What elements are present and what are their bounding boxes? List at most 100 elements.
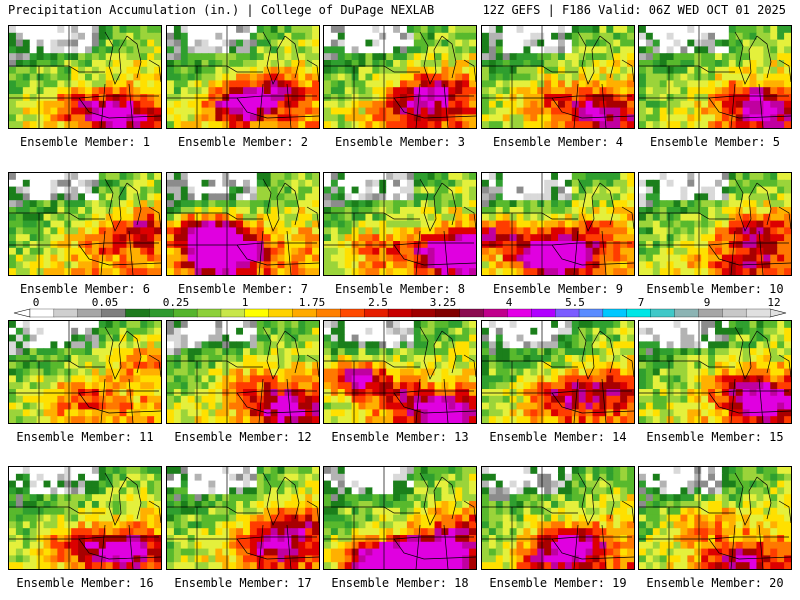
precip-cell: [701, 327, 709, 336]
precip-cell: [344, 213, 353, 222]
precip-cell: [530, 327, 538, 336]
precip-cell: [133, 409, 141, 417]
precip-cell: [516, 73, 525, 81]
precip-cell: [365, 107, 373, 115]
precip-cell: [236, 254, 244, 262]
precip-cell: [85, 348, 93, 356]
precip-cell: [229, 73, 237, 81]
precip-cell: [462, 66, 470, 75]
precip-cell: [270, 121, 279, 128]
precip-cell: [91, 382, 100, 390]
ensemble-map-panel: [638, 25, 792, 129]
precip-cell: [180, 247, 189, 256]
precip-cell: [413, 179, 422, 188]
precip-cell: [57, 200, 65, 208]
precip-cell: [15, 80, 24, 88]
precip-cell: [427, 66, 436, 75]
precip-cell: [455, 227, 463, 235]
precip-cell: [455, 395, 463, 404]
precip-cell: [516, 121, 525, 128]
precip-cell: [98, 227, 107, 235]
precip-cell: [434, 382, 443, 390]
precip-cell: [715, 46, 723, 54]
precip-cell: [9, 39, 17, 47]
precip-cell: [523, 395, 531, 404]
precip-cell: [22, 348, 31, 356]
precip-cell: [537, 321, 545, 329]
precip-cell: [427, 409, 436, 417]
precip-cell: [687, 80, 695, 88]
precip-cell: [784, 348, 791, 356]
precip-cell: [91, 234, 100, 242]
precip-cell: [154, 26, 161, 34]
precip-cell: [735, 39, 744, 47]
precip-cell: [291, 334, 299, 342]
precip-cell: [330, 321, 339, 329]
precip-cell: [749, 73, 758, 81]
precip-cell: [9, 32, 17, 41]
precip-cell: [462, 80, 470, 88]
precip-cell: [585, 261, 594, 269]
precip-cell: [140, 348, 148, 356]
precip-cell: [222, 395, 230, 404]
precip-cell: [448, 173, 456, 181]
precip-cell: [9, 179, 17, 188]
precip-cell: [36, 327, 45, 336]
precip-cell: [133, 80, 141, 88]
precip-cell: [537, 186, 545, 194]
precip-cell: [652, 186, 661, 194]
precip-cell: [488, 268, 497, 275]
precip-cell: [620, 389, 628, 397]
precip-cell: [365, 87, 373, 95]
precip-cell: [119, 402, 128, 410]
precip-cell: [119, 179, 128, 188]
precip-cell: [599, 87, 607, 95]
precip-cell: [777, 32, 785, 41]
precip-cell: [379, 268, 387, 275]
precip-cell: [36, 32, 45, 41]
precip-cell: [256, 173, 265, 181]
precip-cell: [344, 361, 353, 370]
precip-cell: [735, 66, 744, 75]
precip-cell: [406, 220, 415, 228]
precip-cell: [523, 327, 531, 336]
precip-cell: [98, 173, 107, 181]
precip-cell: [386, 60, 394, 68]
precip-cell: [784, 80, 791, 88]
precip-cell: [516, 341, 525, 349]
precip-cell: [386, 409, 394, 417]
precip-cell: [215, 213, 223, 222]
precip-cell: [71, 234, 79, 242]
precip-cell: [488, 66, 497, 75]
precip-cell: [324, 402, 332, 410]
precip-cell: [270, 60, 279, 68]
precip-cell: [627, 173, 634, 181]
precip-cell: [659, 46, 668, 54]
precip-cell: [585, 100, 594, 109]
precip-cell: [222, 186, 230, 194]
precip-cell: [379, 46, 387, 54]
precip-cell: [119, 241, 128, 249]
precip-cell: [551, 66, 559, 75]
precip-cell: [482, 26, 490, 34]
precip-cell: [482, 220, 490, 228]
precip-cell: [85, 26, 93, 34]
precip-cell: [441, 234, 449, 242]
precip-cell: [742, 66, 751, 75]
precip-cell: [571, 53, 580, 61]
precip-cell: [50, 368, 58, 376]
precip-cell: [256, 368, 265, 376]
precip-cell: [393, 348, 401, 356]
precip-cell: [50, 327, 58, 336]
precip-cell: [708, 321, 716, 329]
precip-cell: [420, 234, 429, 242]
precip-cell: [147, 416, 155, 423]
precip-cell: [91, 395, 100, 404]
precip-cell: [351, 375, 360, 383]
precip-cell: [229, 207, 237, 215]
precip-cell: [627, 46, 634, 54]
precip-cell: [537, 39, 545, 47]
precip-cell: [43, 334, 52, 342]
precip-cell: [43, 114, 52, 122]
precip-cell: [427, 241, 436, 249]
